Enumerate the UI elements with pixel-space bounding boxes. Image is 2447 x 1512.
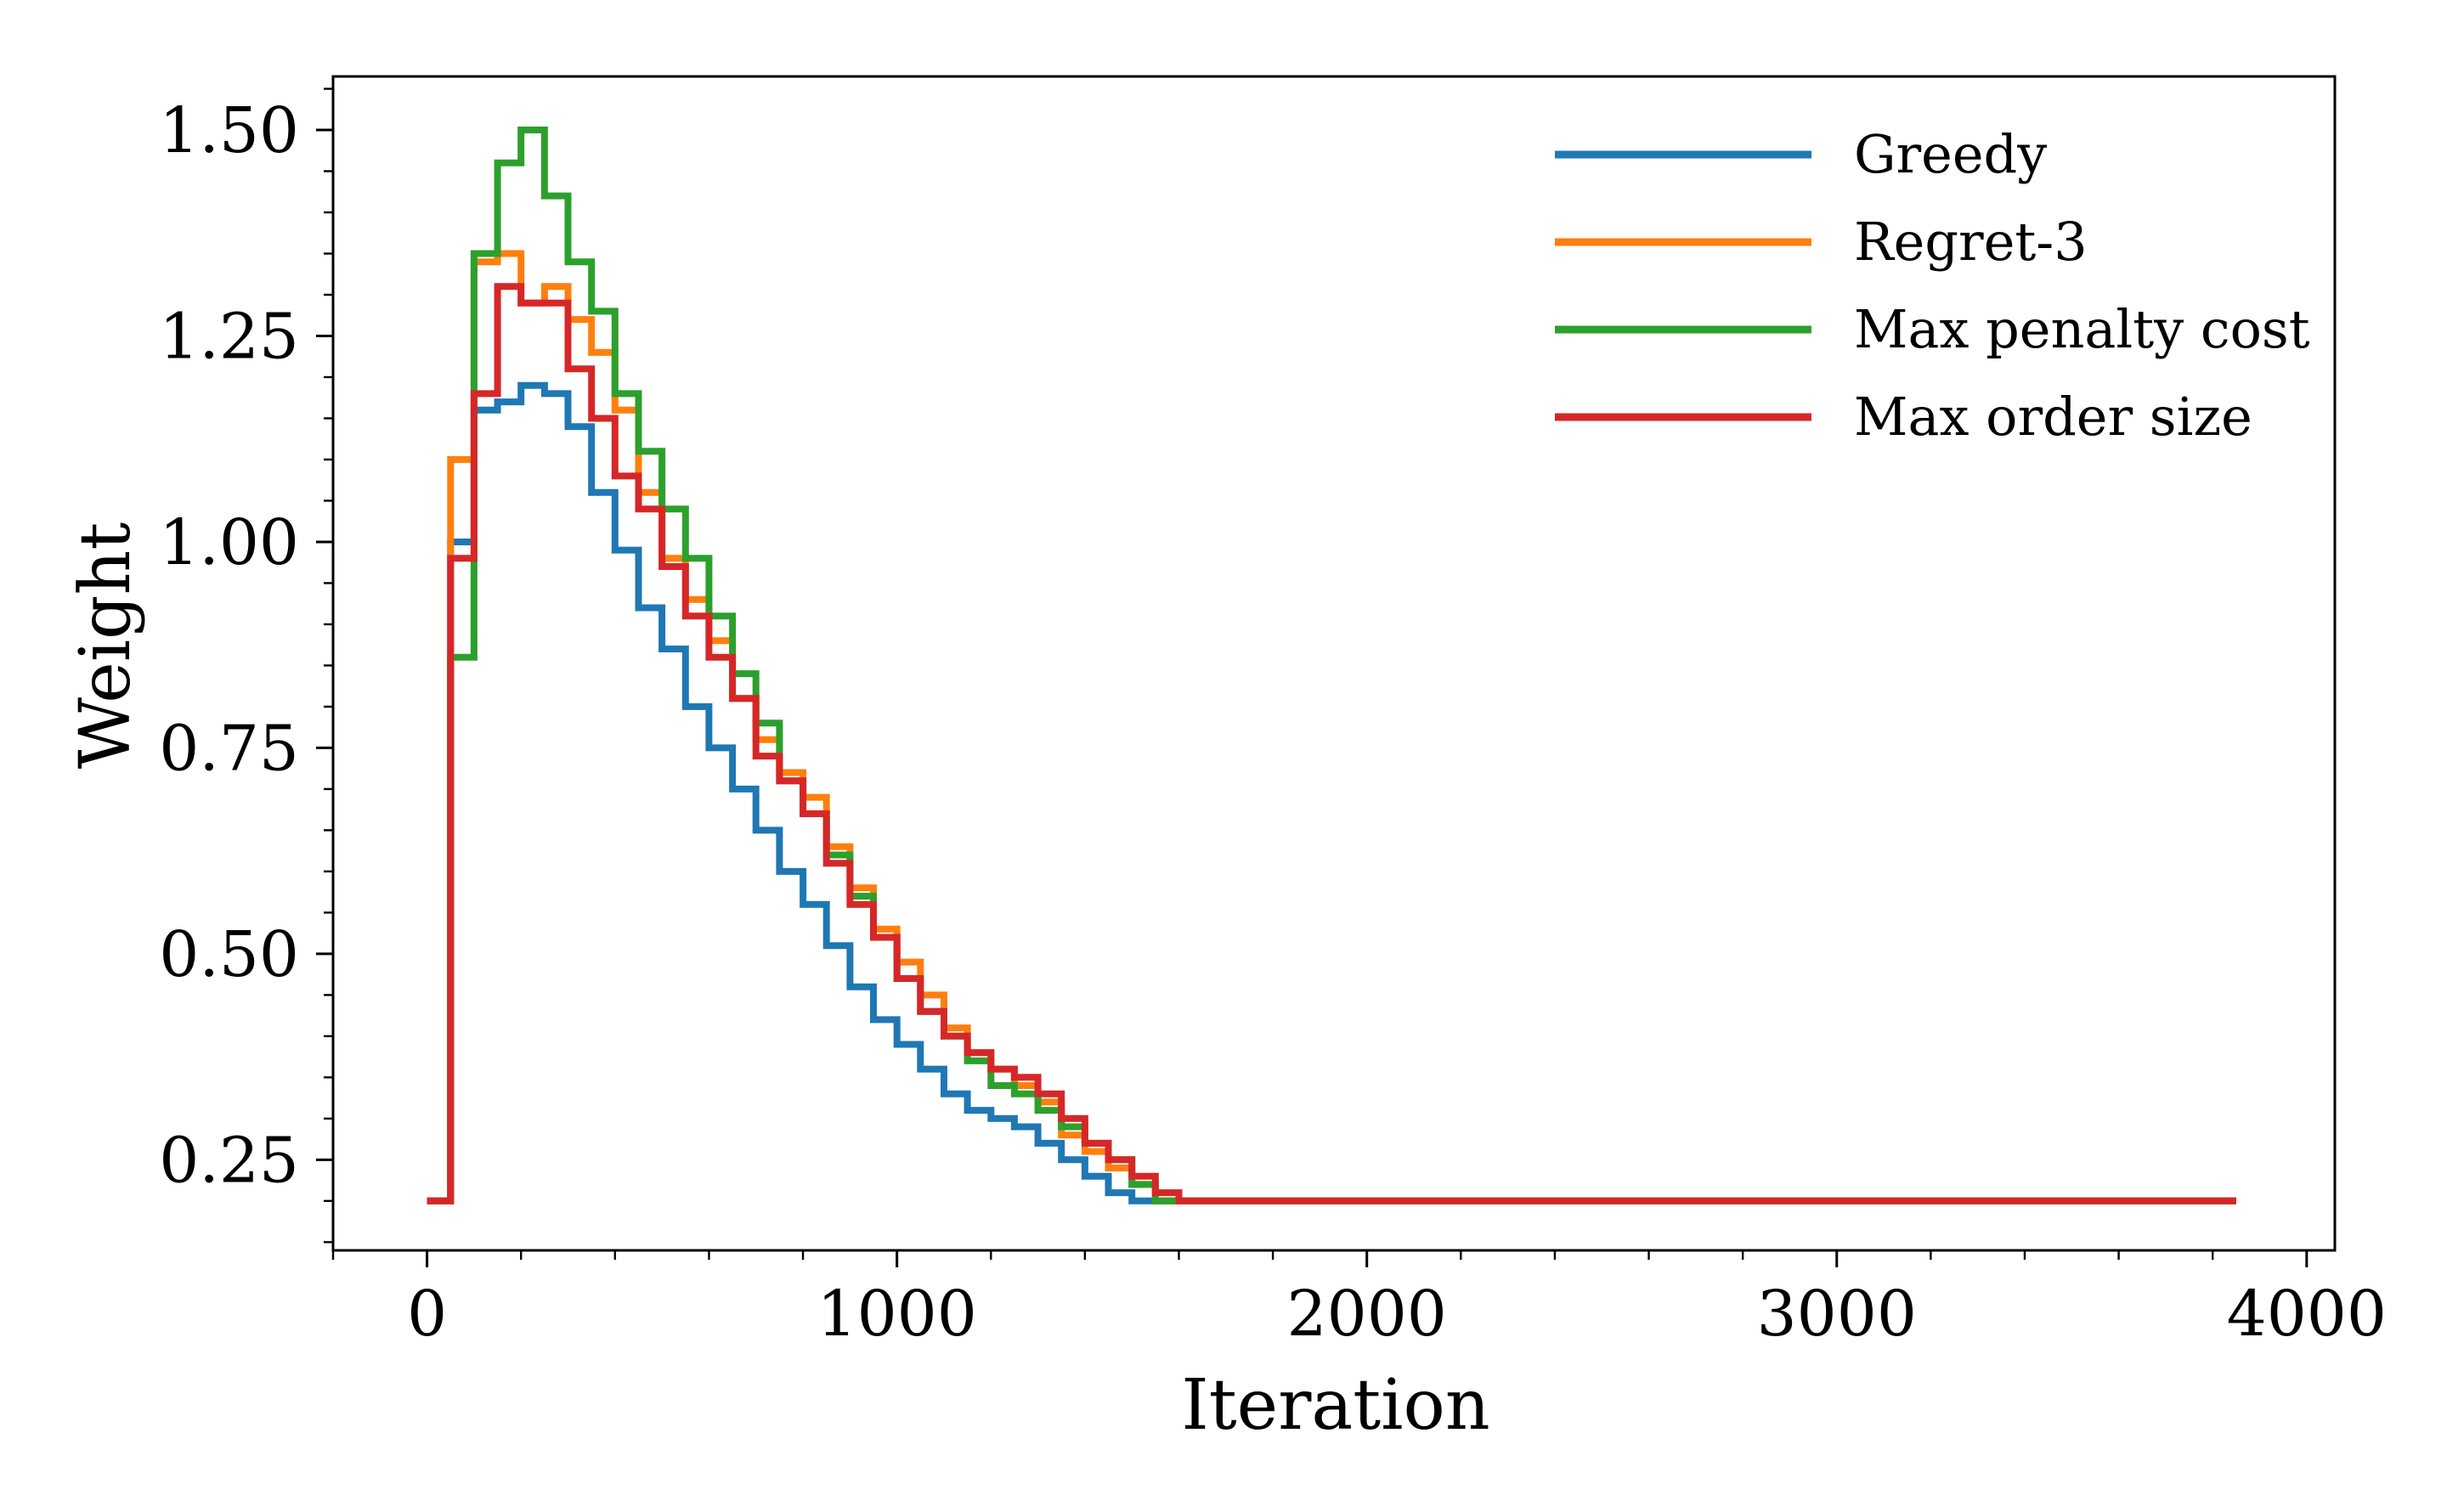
series-layer (427, 127, 2236, 1205)
legend: Greedy Regret-3 Max penalty cost Max order … (1555, 123, 2310, 448)
plot-frame (331, 75, 2337, 1252)
y-tick-label: 0.75 (159, 712, 299, 785)
series-line-max-penalty-cost (427, 127, 2236, 1205)
x-axis-label: Iteration (1181, 1365, 1489, 1446)
x-tick-label: 4000 (2227, 1278, 2387, 1351)
x-tick-label: 0 (407, 1278, 447, 1351)
y-tick-label: 0.25 (159, 1124, 299, 1197)
legend-label-greedy: Greedy (1854, 123, 2047, 185)
x-tick-label: 1000 (817, 1278, 976, 1351)
y-tick-label: 1.00 (159, 506, 299, 579)
series-line-greedy (427, 381, 2236, 1205)
legend-label-max-order-size: Max order size (1854, 386, 2252, 448)
axes: 0 1000 2000 3000 4000 0.25 0.50 0.75 1.00 1.25 1.5… (159, 75, 2387, 1351)
legend-label-regret-3: Regret-3 (1854, 211, 2088, 273)
y-axis-label: Weight (65, 522, 146, 770)
legend-label-max-penalty-cost: Max penalty cost (1854, 298, 2310, 360)
y-tick-label: 1.50 (159, 94, 299, 167)
y-tick-label: 1.25 (159, 300, 299, 373)
x-tick-label: 2000 (1287, 1278, 1447, 1351)
y-tick-label: 0.50 (159, 918, 299, 991)
series-line-max-order-size (427, 283, 2236, 1205)
x-tick-label: 3000 (1757, 1278, 1917, 1351)
